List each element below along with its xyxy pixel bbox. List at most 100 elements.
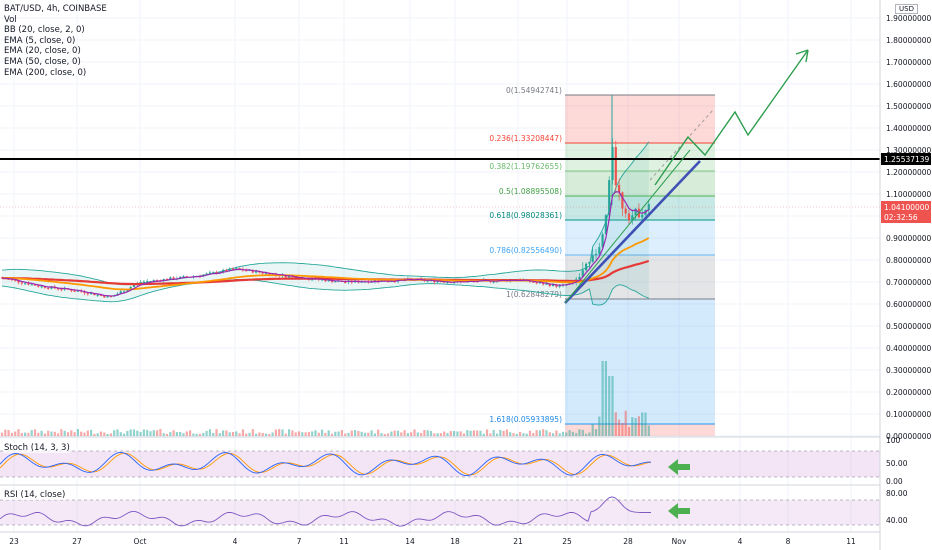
- volume-bar: [208, 429, 211, 436]
- candle-body: [215, 272, 218, 274]
- candle-body: [492, 281, 495, 283]
- candle-body: [7, 278, 10, 280]
- volume-bar: [301, 432, 304, 436]
- candle-body: [627, 213, 631, 221]
- volume-bar: [354, 430, 357, 436]
- candle-body: [142, 281, 145, 283]
- last-price-tag: [881, 201, 931, 223]
- volume-bar: [446, 433, 449, 436]
- stoch-pane[interactable]: [0, 436, 880, 478]
- time-tick: 8: [786, 537, 791, 546]
- candle-body: [552, 284, 555, 287]
- volume-bar: [7, 430, 10, 436]
- candle-body: [225, 269, 228, 272]
- volume-bar: [486, 429, 489, 436]
- candle-body: [578, 276, 581, 280]
- volume-bar: [433, 433, 436, 436]
- volume-bar: [116, 429, 119, 436]
- time-tick: 4: [738, 537, 743, 546]
- volume-bar: [631, 417, 634, 436]
- legend-ema20[interactable]: EMA (20, close, 0): [4, 46, 81, 57]
- volume-bar: [4, 429, 7, 436]
- volume-bar: [17, 429, 20, 436]
- symbol-title[interactable]: BAT/USD, 4h, COINBASE: [4, 4, 107, 14]
- volume-bar: [198, 433, 202, 436]
- projection-path[interactable]: [654, 49, 809, 186]
- fib-label-1618: 1.618(0.05933895): [489, 415, 562, 424]
- legend-ema200[interactable]: EMA (200, close, 0): [4, 67, 87, 78]
- volume-bar: [152, 430, 155, 436]
- volume-bar: [96, 433, 99, 436]
- ema-lines: [1, 191, 650, 297]
- volume-bar: [519, 431, 522, 436]
- volume-bar: [449, 431, 452, 436]
- last-price-label: 1.04100000: [884, 203, 930, 212]
- volume-bar: [251, 429, 254, 436]
- volume-bar: [30, 430, 33, 436]
- legend-ema50[interactable]: EMA (50, close, 0): [4, 56, 81, 67]
- price-tick: 0.50000000: [886, 322, 932, 331]
- time-tick: 4: [233, 537, 238, 546]
- volume-bar: [621, 422, 624, 436]
- candle-body: [123, 291, 126, 293]
- volume-bar: [172, 430, 175, 436]
- legend-ema5[interactable]: EMA (5, close, 0): [4, 35, 76, 46]
- volume-bar: [225, 430, 228, 436]
- volume-bar: [552, 433, 555, 436]
- volume-bar: [132, 429, 136, 436]
- time-axis[interactable]: 23 27 Oct 4 7 11 14 18 21 25 28 Nov 4 8 11: [0, 531, 880, 546]
- trendline-blue[interactable]: [564, 160, 701, 304]
- price-axis[interactable]: 1.90000000 1.80000000 1.70000000 1.60000000…: [879, 0, 932, 550]
- volume-bar: [555, 430, 558, 436]
- volume-bar: [443, 431, 446, 436]
- price-tick: 1.30000000: [886, 146, 932, 155]
- volume-bar: [601, 361, 604, 436]
- volume-bar: [156, 430, 159, 436]
- volume-bar: [113, 430, 116, 436]
- volume-bar: [278, 429, 281, 436]
- stoch-label[interactable]: Stoch (14, 3, 3): [4, 443, 70, 453]
- volume-bar: [558, 433, 561, 436]
- rsi-pane[interactable]: [0, 484, 880, 527]
- candle-body: [426, 280, 429, 282]
- volume-bar: [406, 433, 409, 436]
- volume-bar: [99, 431, 103, 436]
- volume-bar: [429, 431, 433, 436]
- volume-bar: [347, 432, 350, 436]
- volume-bar: [568, 430, 571, 436]
- price-tick: 1.60000000: [886, 80, 932, 89]
- volume-bar: [561, 431, 565, 436]
- volume-bar: [367, 432, 370, 436]
- volume-bar: [245, 433, 248, 436]
- volume-bar: [604, 361, 607, 436]
- volume-bar: [123, 433, 126, 436]
- volume-bar: [393, 430, 396, 436]
- legend-vol[interactable]: Vol: [4, 14, 17, 25]
- volume-bar: [93, 433, 96, 436]
- currency-badge[interactable]: USD: [895, 4, 918, 14]
- volume-bar: [337, 431, 340, 436]
- candle-body: [106, 296, 109, 298]
- volume-bar: [482, 433, 485, 436]
- volume-bar: [179, 431, 182, 436]
- rsi-label[interactable]: RSI (14, close): [4, 490, 66, 500]
- time-tick: 7: [297, 537, 302, 546]
- trendline-green[interactable]: [564, 149, 691, 304]
- candle-body: [631, 215, 634, 221]
- volume-bar: [129, 429, 132, 436]
- volume-bar: [43, 433, 46, 436]
- volume-bar: [189, 430, 192, 436]
- candle-body: [30, 284, 33, 286]
- volume-bar: [522, 433, 525, 436]
- volume-bar: [20, 433, 23, 436]
- candle-body: [542, 282, 545, 285]
- price-tick: 1.80000000: [886, 36, 932, 45]
- volume-bar: [548, 432, 551, 436]
- stoch-tick-50: 50.00: [886, 459, 908, 468]
- volume-bar: [80, 431, 83, 436]
- legend-bb[interactable]: BB (20, close, 2, 0): [4, 25, 85, 36]
- candle-body: [238, 268, 241, 270]
- trendline-dashed[interactable]: [649, 109, 714, 181]
- price-tick: 0.20000000: [886, 388, 932, 397]
